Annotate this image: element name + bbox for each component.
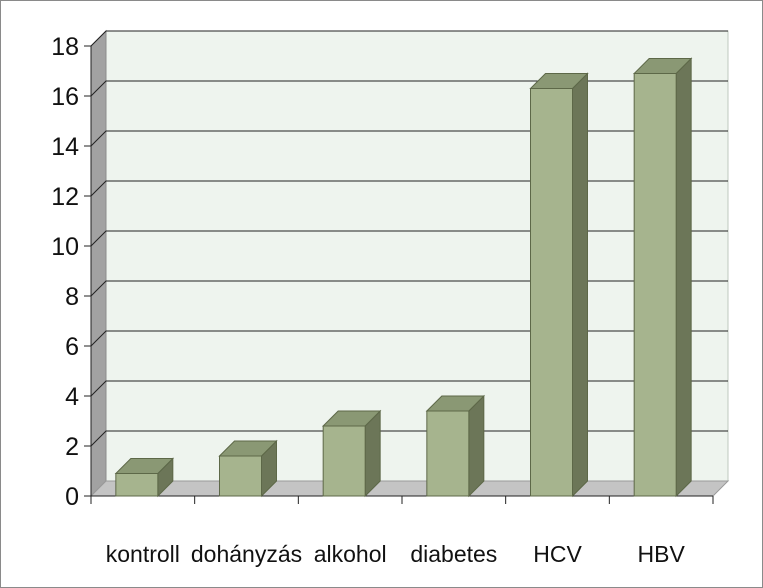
chart-walls: [89, 29, 730, 498]
gridline: [90, 330, 728, 347]
bar-side: [675, 57, 692, 498]
bar-front: [633, 73, 677, 497]
bar-side: [468, 394, 485, 498]
x-category-label: diabetes: [410, 541, 497, 567]
gridline: [90, 80, 728, 97]
bar-side: [572, 72, 588, 498]
gridline: [90, 280, 728, 297]
x-category-label: kontroll: [106, 541, 180, 567]
bar-kontroll[interactable]: [114, 457, 175, 498]
y-tick-label: 6: [65, 333, 79, 361]
bar-front: [219, 455, 262, 497]
bar-alkohol[interactable]: [321, 409, 382, 498]
gridlines: [90, 30, 728, 447]
y-tick-label: 0: [65, 483, 79, 511]
gridline: [90, 180, 728, 197]
y-tick-label: 10: [51, 233, 79, 261]
bars: [114, 57, 693, 498]
gridline: [90, 430, 728, 447]
y-tick-label: 12: [51, 183, 79, 211]
y-tick-label: 8: [65, 283, 79, 311]
x-category-label: HBV: [638, 541, 686, 567]
side-wall: [90, 29, 107, 498]
bar-front: [322, 425, 366, 497]
y-tick-label: 16: [51, 83, 79, 111]
x-category-label: dohányzás: [191, 541, 302, 567]
bar-HCV[interactable]: [529, 72, 589, 498]
x-category-label: alkohol: [314, 541, 387, 567]
gridline: [90, 230, 728, 247]
bar-front: [530, 88, 573, 497]
bar-dohányzás[interactable]: [218, 439, 278, 498]
floor: [89, 480, 730, 497]
bar-front: [426, 410, 470, 497]
y-tick-label: 2: [65, 433, 79, 461]
y-tick-label: 14: [51, 133, 79, 161]
y-axis: 0 2 4 6 8 10 12 14 16 18: [51, 33, 714, 511]
bar-HBV[interactable]: [632, 57, 693, 498]
y-tick-label: 18: [51, 33, 79, 61]
gridline: [90, 380, 728, 397]
y-tick-label: 4: [65, 383, 79, 411]
x-category-label: HCV: [533, 541, 582, 567]
bar-front: [115, 473, 159, 497]
x-axis-labels: kontroll dohányzás alkohol diabetes HCV HBV: [106, 541, 686, 567]
gridline: [90, 130, 728, 147]
gridline: [90, 30, 728, 47]
bar-diabetes[interactable]: [425, 394, 486, 498]
